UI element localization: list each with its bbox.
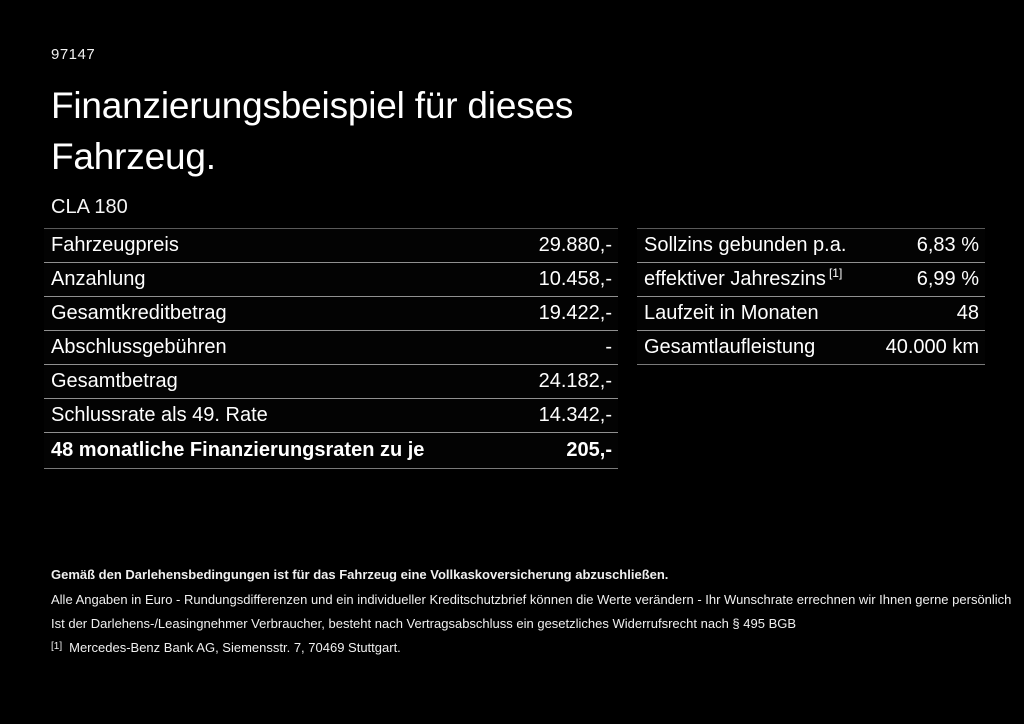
finance-row-value: 10.458,- [538, 268, 612, 290]
finance-row-gesamtkreditbetrag: Gesamtkreditbetrag 19.422,- [44, 297, 618, 331]
conditions-row-value: 40.000 km [885, 336, 979, 358]
conditions-row-effektivzins: effektiver Jahreszins [1] 6,99 % [637, 263, 985, 297]
conditions-row-label-text: effektiver Jahreszins [644, 268, 826, 290]
conditions-row-label: Laufzeit in Monaten [644, 302, 819, 324]
finance-row-anzahlung: Anzahlung 10.458,- [44, 263, 618, 297]
finance-row-value: 24.182,- [538, 370, 612, 392]
finance-row-fahrzeugpreis: Fahrzeugpreis 29.880,- [44, 229, 618, 263]
finance-row-value: - [605, 336, 612, 358]
finance-row-label: Anzahlung [51, 268, 146, 290]
conditions-table: Sollzins gebunden p.a. 6,83 % effektiver… [637, 228, 985, 365]
conditions-row-label: effektiver Jahreszins [1] [637, 266, 843, 291]
finance-row-label: 48 monatliche Finanzierungsraten zu je [51, 439, 425, 461]
legal-notes: Gemäß den Darlehensbedingungen ist für d… [51, 567, 1016, 655]
finance-row-label: Schlussrate als 49. Rate [51, 404, 268, 426]
finance-row-gesamtbetrag: Gesamtbetrag 24.182,- [44, 365, 618, 399]
conditions-row-value: 6,83 % [916, 234, 979, 256]
finance-row-abschlussgebuehren: Abschlussgebühren - [44, 331, 618, 365]
finance-row-label: Gesamtbetrag [51, 370, 178, 392]
finance-row-label: Fahrzeugpreis [51, 234, 179, 256]
finance-row-monatsrate: 48 monatliche Finanzierungsraten zu je 2… [44, 433, 618, 469]
footnote-reference-marker: [1] [828, 266, 843, 281]
conditions-row-value: 6,99 % [916, 268, 979, 290]
conditions-row-sollzins: Sollzins gebunden p.a. 6,83 % [637, 229, 985, 263]
finance-row-value: 19.422,- [538, 302, 612, 324]
finance-row-value: 14.342,- [538, 404, 612, 426]
finance-row-value: 29.880,- [538, 234, 612, 256]
footnote-bank-address: [1] Mercedes-Benz Bank AG, Siemensstr. 7,… [51, 640, 1016, 655]
conditions-row-label: Gesamtlaufleistung [644, 336, 816, 358]
conditions-row-value: 48 [956, 302, 979, 324]
finance-row-label: Abschlussgebühren [51, 336, 227, 358]
page-title: Finanzierungsbeispiel für dieses Fahrzeu… [51, 85, 574, 177]
finance-row-value: 205,- [566, 439, 612, 461]
conditions-row-laufzeit: Laufzeit in Monaten 48 [637, 297, 985, 331]
finance-row-label: Gesamtkreditbetrag [51, 302, 227, 324]
finance-table: Fahrzeugpreis 29.880,- Anzahlung 10.458,… [44, 228, 618, 469]
footnote-text: Mercedes-Benz Bank AG, Siemensstr. 7, 70… [69, 640, 401, 655]
conditions-row-label: Sollzins gebunden p.a. [644, 234, 847, 256]
disclaimer-line-1: Alle Angaben in Euro - Rundungsdifferenz… [51, 592, 1012, 607]
document-number: 97147 [51, 46, 96, 63]
conditions-row-laufleistung: Gesamtlaufleistung 40.000 km [637, 331, 985, 365]
insurance-requirement-note: Gemäß den Darlehensbedingungen ist für d… [51, 567, 669, 582]
finance-row-schlussrate: Schlussrate als 49. Rate 14.342,- [44, 399, 618, 433]
vehicle-model-label: CLA 180 [51, 196, 128, 218]
footnote-marker: [1] [51, 641, 63, 652]
disclaimer-line-2: Ist der Darlehens-/Leasingnehmer Verbrau… [51, 616, 797, 631]
